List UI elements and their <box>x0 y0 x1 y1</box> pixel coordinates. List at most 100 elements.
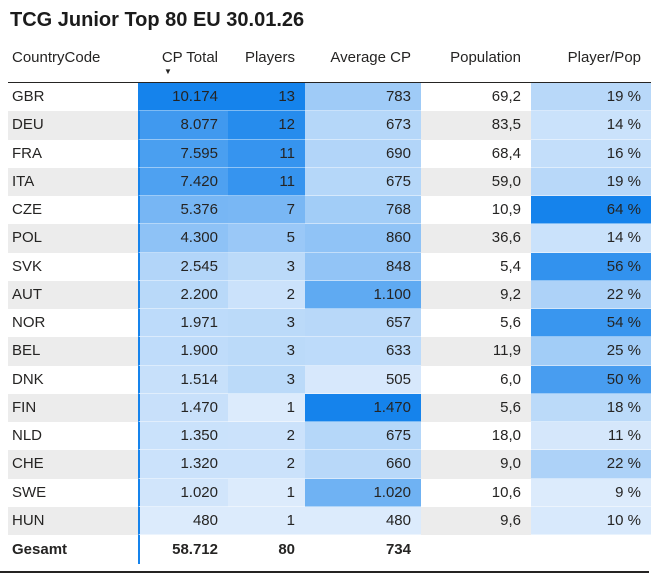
cell-population[interactable]: 9,6 <box>421 506 531 535</box>
cell-cp_total[interactable]: 480 <box>138 506 228 535</box>
column-header-population[interactable]: Population <box>421 42 531 82</box>
cell-population[interactable]: 59,0 <box>421 167 531 196</box>
table-row[interactable]: POL 4.300 5 860 36,6 14 % <box>8 224 651 253</box>
cell-cp_total[interactable]: 1.971 <box>138 309 228 338</box>
table-row[interactable]: DEU 8.077 12 673 83,5 14 % <box>8 111 651 140</box>
cell-country[interactable]: HUN <box>8 506 138 535</box>
cell-players[interactable]: 2 <box>228 422 305 451</box>
cell-avg_cp[interactable]: 660 <box>305 450 421 479</box>
cell-players[interactable]: 5 <box>228 224 305 253</box>
cell-player_pop[interactable]: 22 % <box>531 280 651 309</box>
cell-player_pop[interactable]: 14 % <box>531 224 651 253</box>
cell-cp_total[interactable]: 1.320 <box>138 450 228 479</box>
cell-population[interactable]: 5,6 <box>421 309 531 338</box>
cell-players[interactable]: 3 <box>228 252 305 281</box>
table-row[interactable]: SVK 2.545 3 848 5,4 56 % <box>8 252 651 281</box>
cell-cp_total[interactable]: 1.020 <box>138 478 228 507</box>
cell-country[interactable]: DEU <box>8 111 138 140</box>
cell-player_pop[interactable]: 19 % <box>531 83 651 112</box>
cell-cp_total[interactable]: 8.077 <box>138 111 228 140</box>
table-row[interactable]: ITA 7.420 11 675 59,0 19 % <box>8 167 651 196</box>
cell-cp_total[interactable]: 1.470 <box>138 393 228 422</box>
cell-country[interactable]: CHE <box>8 450 138 479</box>
cell-country[interactable]: NOR <box>8 309 138 338</box>
cell-country[interactable]: BEL <box>8 337 138 366</box>
cell-avg_cp[interactable]: 783 <box>305 83 421 112</box>
cell-population[interactable]: 5,6 <box>421 393 531 422</box>
cell-population[interactable]: 68,4 <box>421 139 531 168</box>
column-header-country[interactable]: CountryCode <box>8 42 138 82</box>
table-row[interactable]: FIN 1.470 1 1.470 5,6 18 % <box>8 393 651 422</box>
cell-country[interactable]: ITA <box>8 167 138 196</box>
cell-country[interactable]: GBR <box>8 83 138 112</box>
cell-avg_cp[interactable]: 1.470 <box>305 393 421 422</box>
cell-avg_cp[interactable]: 673 <box>305 111 421 140</box>
cell-country[interactable]: CZE <box>8 196 138 225</box>
cell-players[interactable]: 3 <box>228 337 305 366</box>
cell-country[interactable]: SVK <box>8 252 138 281</box>
cell-player_pop[interactable]: 56 % <box>531 252 651 281</box>
column-header-players[interactable]: Players <box>228 42 305 82</box>
cell-players[interactable]: 1 <box>228 506 305 535</box>
table-row[interactable]: HUN 480 1 480 9,6 10 % <box>8 506 651 535</box>
table-row[interactable]: GBR 10.174 13 783 69,2 19 % <box>8 83 651 112</box>
cell-avg_cp[interactable]: 633 <box>305 337 421 366</box>
cell-population[interactable]: 36,6 <box>421 224 531 253</box>
cell-player_pop[interactable]: 54 % <box>531 309 651 338</box>
cell-avg_cp[interactable]: 848 <box>305 252 421 281</box>
table-row[interactable]: CZE 5.376 7 768 10,9 64 % <box>8 196 651 225</box>
cell-country[interactable]: DNK <box>8 365 138 394</box>
table-row[interactable]: FRA 7.595 11 690 68,4 16 % <box>8 139 651 168</box>
cell-players[interactable]: 12 <box>228 111 305 140</box>
table-row[interactable]: SWE 1.020 1 1.020 10,6 9 % <box>8 478 651 507</box>
cell-players[interactable]: 11 <box>228 167 305 196</box>
cell-players[interactable]: 2 <box>228 280 305 309</box>
cell-player_pop[interactable]: 10 % <box>531 506 651 535</box>
column-header-avg_cp[interactable]: Average CP <box>305 42 421 82</box>
cell-players[interactable]: 1 <box>228 478 305 507</box>
cell-avg_cp[interactable]: 675 <box>305 422 421 451</box>
table-row[interactable]: DNK 1.514 3 505 6,0 50 % <box>8 365 651 394</box>
table-row[interactable]: BEL 1.900 3 633 11,9 25 % <box>8 337 651 366</box>
column-header-cp_total[interactable]: CP Total ▼ <box>138 42 228 82</box>
cell-players[interactable]: 13 <box>228 83 305 112</box>
cell-players[interactable]: 2 <box>228 450 305 479</box>
cell-avg_cp[interactable]: 1.020 <box>305 478 421 507</box>
cell-player_pop[interactable]: 64 % <box>531 196 651 225</box>
cell-population[interactable]: 9,2 <box>421 280 531 309</box>
cell-player_pop[interactable]: 16 % <box>531 139 651 168</box>
table-row[interactable]: AUT 2.200 2 1.100 9,2 22 % <box>8 280 651 309</box>
cell-country[interactable]: FRA <box>8 139 138 168</box>
cell-player_pop[interactable]: 22 % <box>531 450 651 479</box>
cell-population[interactable]: 10,9 <box>421 196 531 225</box>
cell-players[interactable]: 3 <box>228 309 305 338</box>
cell-avg_cp[interactable]: 768 <box>305 196 421 225</box>
cell-players[interactable]: 7 <box>228 196 305 225</box>
cell-player_pop[interactable]: 9 % <box>531 478 651 507</box>
cell-avg_cp[interactable]: 675 <box>305 167 421 196</box>
table-row[interactable]: NLD 1.350 2 675 18,0 11 % <box>8 422 651 451</box>
cell-population[interactable]: 5,4 <box>421 252 531 281</box>
cell-players[interactable]: 1 <box>228 393 305 422</box>
cell-population[interactable]: 6,0 <box>421 365 531 394</box>
cell-avg_cp[interactable]: 505 <box>305 365 421 394</box>
cell-population[interactable]: 11,9 <box>421 337 531 366</box>
cell-country[interactable]: POL <box>8 224 138 253</box>
cell-players[interactable]: 11 <box>228 139 305 168</box>
cell-player_pop[interactable]: 50 % <box>531 365 651 394</box>
column-header-player_pop[interactable]: Player/Pop <box>531 42 651 82</box>
cell-player_pop[interactable]: 14 % <box>531 111 651 140</box>
cell-player_pop[interactable]: 11 % <box>531 422 651 451</box>
cell-population[interactable]: 9,0 <box>421 450 531 479</box>
cell-cp_total[interactable]: 1.350 <box>138 422 228 451</box>
cell-cp_total[interactable]: 5.376 <box>138 196 228 225</box>
cell-country[interactable]: NLD <box>8 422 138 451</box>
cell-cp_total[interactable]: 7.595 <box>138 139 228 168</box>
cell-cp_total[interactable]: 4.300 <box>138 224 228 253</box>
cell-player_pop[interactable]: 19 % <box>531 167 651 196</box>
table-row[interactable]: NOR 1.971 3 657 5,6 54 % <box>8 309 651 338</box>
cell-avg_cp[interactable]: 1.100 <box>305 280 421 309</box>
cell-avg_cp[interactable]: 480 <box>305 506 421 535</box>
cell-avg_cp[interactable]: 690 <box>305 139 421 168</box>
cell-population[interactable]: 69,2 <box>421 83 531 112</box>
